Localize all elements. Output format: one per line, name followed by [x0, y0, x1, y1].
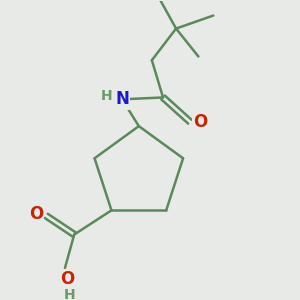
Text: O: O — [29, 205, 43, 223]
Text: O: O — [60, 270, 74, 288]
Text: H: H — [64, 288, 75, 300]
Text: O: O — [193, 113, 207, 131]
Text: N: N — [115, 90, 129, 108]
Text: H: H — [100, 89, 112, 103]
